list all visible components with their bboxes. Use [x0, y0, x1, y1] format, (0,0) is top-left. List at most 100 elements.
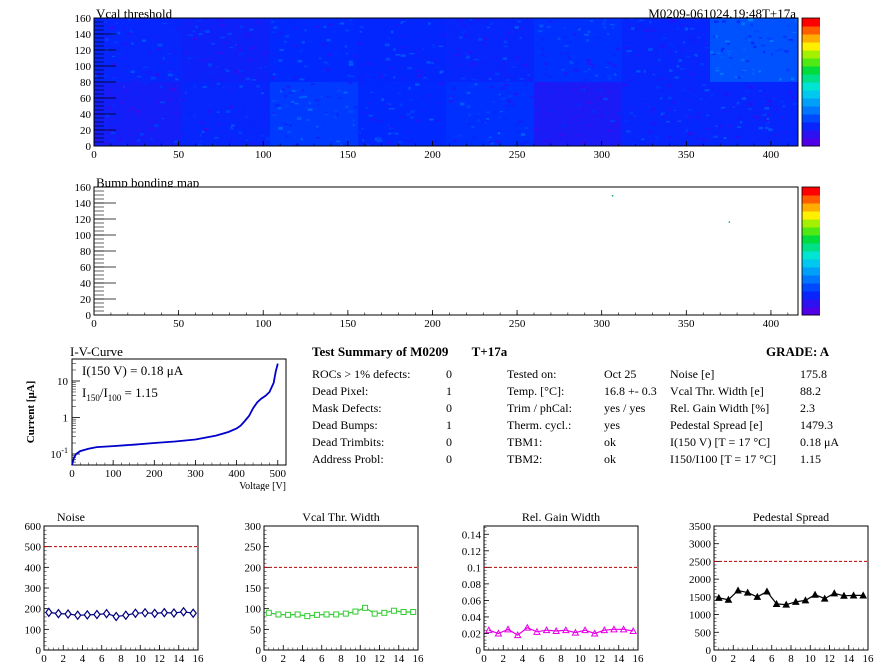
- pixel-speckle: [400, 54, 406, 57]
- pixel-speckle: [713, 135, 719, 139]
- pixel-speckle: [657, 58, 661, 62]
- pixel-speckle: [780, 100, 784, 103]
- pixel-speckle: [239, 25, 244, 29]
- pixel-speckle: [369, 72, 374, 74]
- pixel-speckle: [769, 134, 774, 137]
- pixel-speckle: [753, 45, 757, 49]
- pixel-speckle: [294, 44, 298, 48]
- roc-block: [358, 82, 446, 146]
- pixel-speckle: [662, 114, 666, 118]
- pixel-speckle: [652, 122, 657, 126]
- pixel-speckle: [556, 127, 560, 130]
- pixel-speckle: [251, 75, 256, 77]
- summary-label: Dead Trimbits:: [312, 435, 385, 449]
- pixel-speckle: [717, 90, 721, 92]
- pixel-speckle: [613, 54, 618, 57]
- pixel-speckle: [511, 104, 515, 106]
- pixel-speckle: [146, 100, 150, 102]
- palette-band: [802, 299, 820, 308]
- pixel-speckle: [343, 91, 348, 94]
- palette-band: [802, 130, 820, 139]
- pixel-speckle: [340, 143, 344, 146]
- pixel-speckle: [640, 138, 645, 141]
- data-point: [772, 599, 781, 607]
- roc-block: [710, 18, 798, 82]
- pixel-speckle: [405, 140, 410, 142]
- pixel-speckle: [104, 38, 109, 41]
- pixel-speckle: [322, 43, 326, 46]
- pixel-speckle: [260, 80, 265, 82]
- pixel-speckle: [464, 51, 470, 55]
- pixel-speckle: [234, 44, 237, 46]
- pixel-speckle: [569, 117, 573, 120]
- pixel-speckle: [260, 113, 265, 117]
- pixel-speckle: [768, 106, 772, 109]
- pixel-speckle: [315, 25, 319, 28]
- pixel-speckle: [502, 67, 506, 70]
- data-point: [170, 608, 178, 619]
- map-y-tick-label: 100: [75, 61, 92, 73]
- pixel-speckle: [147, 118, 152, 120]
- pixel-speckle: [715, 35, 718, 38]
- pixel-speckle: [482, 121, 488, 124]
- pixel-speckle: [405, 131, 410, 134]
- y-tick-label: 100: [25, 624, 42, 636]
- pixel-speckle: [290, 21, 293, 23]
- series-line: [718, 589, 864, 606]
- gain-width-chart: Rel. Gain Width 0 0.02 0.04 0.06 0.08 0.1 0.12 0…: [462, 510, 644, 665]
- pixel-speckle: [434, 60, 438, 63]
- summary-row: Dead Pixel: 1: [312, 383, 452, 400]
- pixel-speckle: [577, 26, 580, 29]
- x-tick-label: 12: [374, 653, 385, 665]
- pixel-speckle: [540, 53, 546, 57]
- palette-band: [802, 267, 820, 276]
- pixel-speckle: [639, 24, 643, 28]
- pixel-speckle: [431, 96, 435, 98]
- iv-x-tick-label: 300: [187, 468, 204, 480]
- data-point: [362, 604, 369, 611]
- pixel-speckle: [96, 117, 101, 120]
- pixel-speckle: [103, 36, 108, 40]
- pixel-speckle: [131, 142, 136, 146]
- pixel-speckle: [493, 110, 497, 114]
- summary-label: Trim / phCal:: [507, 401, 572, 415]
- pedestal-spread-chart: Pedestal Spread 0 500 1000 1500 2000 2500 3000 3…: [689, 510, 874, 665]
- pixel-speckle: [218, 56, 223, 59]
- pixel-speckle: [111, 63, 117, 66]
- pixel-speckle: [421, 71, 425, 74]
- pixel-speckle: [469, 20, 473, 24]
- pixel-speckle: [436, 66, 440, 68]
- pixel-speckle: [214, 124, 217, 126]
- pixel-speckle: [432, 46, 437, 49]
- summary-conditions-table: Tested on: Oct 25 Temp. [°C]: 16.8 +- 0.3 Tr…: [507, 366, 668, 468]
- pixel-speckle: [417, 69, 421, 72]
- map-y-tick-label: 40: [80, 278, 92, 290]
- pixel-speckle: [439, 82, 445, 85]
- x-tick-label: 8: [558, 653, 564, 665]
- pixel-speckle: [598, 96, 602, 100]
- pixel-speckle: [239, 20, 244, 24]
- pixel-speckle: [540, 38, 545, 41]
- pixel-speckle: [616, 47, 621, 51]
- palette-band: [802, 34, 820, 43]
- pixel-speckle: [232, 126, 235, 128]
- pixel-speckle: [279, 48, 284, 52]
- data-point: [64, 609, 72, 620]
- pixel-speckle: [116, 31, 121, 35]
- pixel-speckle: [771, 95, 776, 98]
- pixel-speckle: [206, 105, 212, 107]
- bump-map-title: Bump bonding map: [96, 175, 200, 190]
- pixel-speckle: [192, 30, 196, 33]
- pixel-speckle: [524, 42, 529, 46]
- chart-title: Rel. Gain Width: [522, 510, 600, 524]
- pixel-speckle: [200, 121, 205, 124]
- summary-label: TBM2:: [507, 452, 543, 466]
- pixel-speckle: [158, 51, 162, 54]
- summary-value: yes: [604, 418, 620, 432]
- pixel-speckle: [628, 79, 633, 82]
- x-tick-label: 4: [80, 653, 86, 665]
- pixel-speckle: [792, 103, 798, 105]
- pixel-speckle: [670, 85, 676, 88]
- pixel-speckle: [695, 122, 701, 125]
- pixel-speckle: [311, 83, 315, 86]
